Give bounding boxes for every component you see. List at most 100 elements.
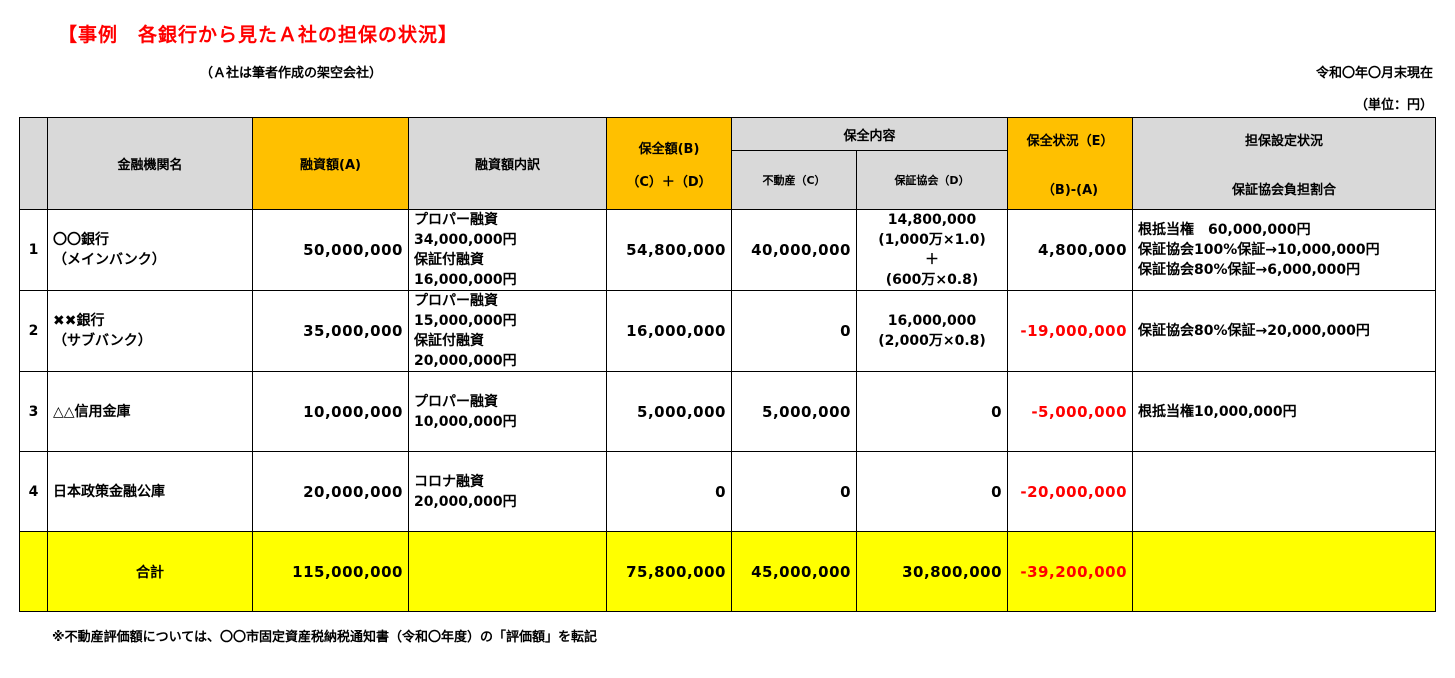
header-coverage-line2: （C）＋（D）: [626, 174, 712, 190]
header-coverage: 保全額(B) （C）＋（D）: [606, 117, 732, 210]
coverage-amount: 16,000,000: [606, 290, 732, 372]
guarantee-amount-line: 0: [991, 482, 1003, 501]
coverage-amount: 54,800,000: [606, 209, 732, 291]
row-number: 1: [19, 209, 48, 291]
header-loan-breakdown: 融資額内訳: [408, 117, 607, 210]
loan-breakdown: プロパー融資 10,000,000円: [408, 371, 607, 452]
loan-breakdown-line: 15,000,000円: [414, 313, 517, 329]
collateral-status: 根抵当権 60,000,000円保証協会100%保証→10,000,000円 保証…: [1132, 209, 1437, 291]
header-status-line2: （B)-(A): [1041, 182, 1099, 198]
collateral-status-line: 保証協会80%保証→6,000,000円: [1138, 262, 1361, 278]
guarantee-amount-line: 16,000,000: [887, 313, 977, 329]
loan-breakdown-line: 保証付融資: [414, 333, 484, 349]
guarantee-amount: 0: [855, 451, 1009, 532]
bank-name: 〇〇銀行 （メインバンク）: [47, 209, 253, 291]
guarantee-amount: 14,800,000 (1,000万×1.0) ＋ (600万×0.8): [855, 209, 1009, 291]
loan-breakdown-line: プロパー融資: [414, 393, 498, 410]
collateral-status-line: 保証協会100%保証→10,000,000円: [1138, 242, 1380, 258]
total-no: [19, 531, 48, 612]
loan-breakdown: コロナ融資 20,000,000円: [408, 451, 607, 532]
header-no: [19, 117, 48, 210]
loan-breakdown-line: 20,000,000円: [414, 353, 517, 369]
total-status: -39,200,000: [1007, 531, 1134, 612]
loan-breakdown-line: 10,000,000円: [414, 413, 517, 430]
guarantee-amount-line: 0: [991, 402, 1003, 421]
bank-name-line: ✖✖銀行: [53, 313, 105, 329]
guarantee-amount-line: ＋: [925, 252, 939, 268]
status-amount: -5,000,000: [1007, 371, 1134, 452]
loan-amount: 20,000,000: [252, 451, 409, 532]
collateral-status: [1132, 451, 1437, 532]
bank-name-line: （メインバンク）: [53, 252, 166, 268]
loan-breakdown: プロパー融資 15,000,000円 保証付融資 20,000,000円: [408, 290, 607, 372]
row-number: 4: [19, 451, 48, 532]
guarantee-amount: 16,000,000 (2,000万×0.8): [855, 290, 1009, 372]
guarantee-amount-line: 14,800,000: [887, 212, 977, 228]
bank-name-line: △△信用金庫: [53, 403, 131, 420]
total-breakdown: [408, 531, 607, 612]
real-estate-amount: 0: [731, 290, 857, 372]
header-status-line1: 保全状況（E）: [1026, 133, 1114, 149]
loan-breakdown-line: 20,000,000円: [414, 493, 517, 510]
as-of-date: 令和〇年〇月末現在: [1315, 66, 1433, 81]
total-collateral: [1132, 531, 1437, 612]
total-loan: 115,000,000: [252, 531, 409, 612]
bank-name-line: （サブバンク）: [53, 333, 152, 349]
bank-name-line: 日本政策金融公庫: [53, 483, 165, 500]
total-row: 合計 115,000,000 75,800,000 45,000,000 30,…: [19, 531, 1437, 612]
guarantee-amount-line: (600万×0.8): [885, 272, 979, 288]
loan-breakdown-line: 16,000,000円: [414, 272, 517, 288]
header-collateral-line2: 保証協会負担割合: [1232, 182, 1337, 198]
header-guarantee: 保証協会（D）: [855, 150, 1009, 210]
coverage-amount: 0: [606, 451, 732, 532]
guarantee-amount-line: (1,000万×1.0): [878, 232, 986, 248]
loan-breakdown-line: 34,000,000円: [414, 232, 517, 248]
real-estate-amount: 5,000,000: [731, 371, 857, 452]
collateral-status-line: 保証協会80%保証→20,000,000円: [1138, 323, 1370, 339]
collateral-status: 保証協会80%保証→20,000,000円: [1132, 290, 1437, 372]
row-number: 3: [19, 371, 48, 452]
real-estate-amount: 40,000,000: [731, 209, 857, 291]
header-status: 保全状況（E） （B)-(A): [1007, 117, 1134, 210]
bank-name-line: 〇〇銀行: [53, 232, 109, 248]
total-label: 合計: [47, 531, 253, 612]
status-amount: -20,000,000: [1007, 451, 1134, 532]
header-loan: 融資額(A): [252, 117, 409, 210]
header-collateral: 担保設定状況 保証協会負担割合: [1132, 117, 1437, 210]
loan-breakdown-line: プロパー融資: [414, 293, 498, 309]
loan-breakdown: プロパー融資 34,000,000円 保証付融資 16,000,000円: [408, 209, 607, 291]
collateral-status-line: 根抵当権10,000,000円: [1138, 403, 1297, 420]
status-amount: 4,800,000: [1007, 209, 1134, 291]
table-row: 1 〇〇銀行 （メインバンク） 50,000,000 プロパー融資 34,000,000円…: [19, 209, 1437, 291]
table-row: 4 日本政策金融公庫 20,000,000 コロナ融資 20,000,000円 0 0 0 -2…: [19, 451, 1437, 532]
total-guarantee: 30,800,000: [855, 531, 1009, 612]
collateral-status: 根抵当権10,000,000円: [1132, 371, 1437, 452]
header-coverage-line1: 保全額(B): [638, 141, 700, 157]
loan-breakdown-line: コロナ融資: [414, 473, 484, 490]
total-coverage: 75,800,000: [606, 531, 732, 612]
collateral-status-line: 根抵当権 60,000,000円: [1138, 222, 1311, 238]
footnote: ※不動産評価額については、〇〇市固定資産税納税通知書（令和〇年度）の「評価額」を…: [52, 630, 597, 645]
loan-breakdown-line: 保証付融資: [414, 252, 484, 268]
bank-name: 日本政策金融公庫: [47, 451, 253, 532]
header-collateral-line1: 担保設定状況: [1245, 133, 1324, 149]
loan-amount: 10,000,000: [252, 371, 409, 452]
unit-label: （単位：円）: [1354, 98, 1433, 113]
bank-name: ✖✖銀行 （サブバンク）: [47, 290, 253, 372]
page-title: 【事例 各銀行から見たＡ社の担保の状況】: [58, 24, 459, 46]
real-estate-amount: 0: [731, 451, 857, 532]
loan-amount: 35,000,000: [252, 290, 409, 372]
subtitle-note: （Ａ社は筆者作成の架空会社）: [200, 66, 383, 81]
collateral-table: 金融機関名 融資額(A) 融資額内訳 保全額(B) （C）＋（D） 保全内容 保…: [19, 117, 1437, 612]
header-bank: 金融機関名: [47, 117, 253, 210]
header-real-estate: 不動産（C）: [731, 150, 857, 210]
coverage-amount: 5,000,000: [606, 371, 732, 452]
guarantee-amount-line: (2,000万×0.8): [878, 333, 986, 349]
row-number: 2: [19, 290, 48, 372]
total-real-estate: 45,000,000: [731, 531, 857, 612]
table-row: 2 ✖✖銀行 （サブバンク） 35,000,000 プロパー融資 15,000,000円保…: [19, 290, 1437, 372]
header-coverage-content: 保全内容: [730, 117, 1009, 151]
bank-name: △△信用金庫: [47, 371, 253, 452]
loan-amount: 50,000,000: [252, 209, 409, 291]
guarantee-amount: 0: [855, 371, 1009, 452]
